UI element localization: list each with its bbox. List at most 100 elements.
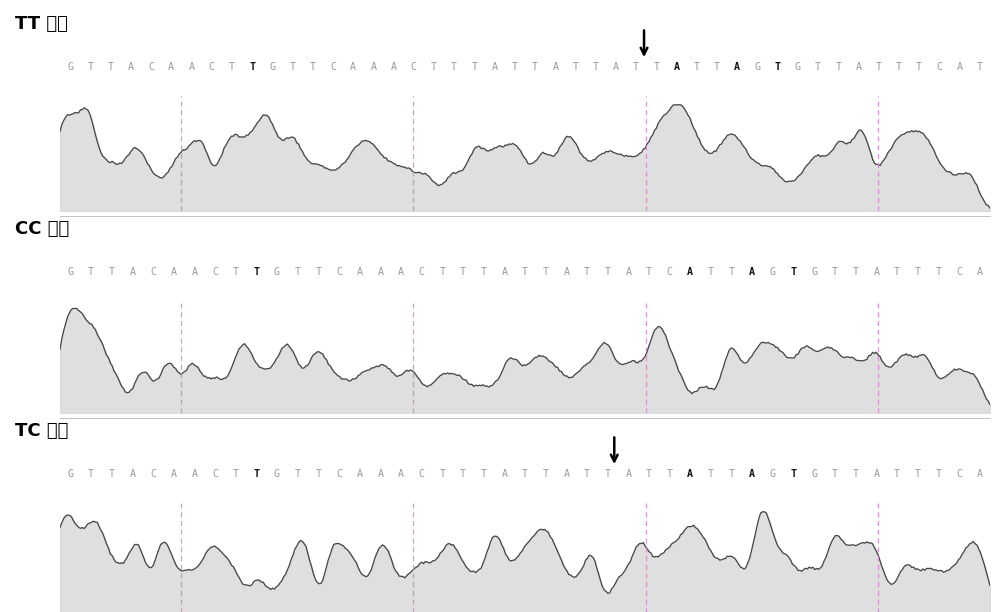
Text: T: T xyxy=(522,469,528,479)
Text: T: T xyxy=(708,267,714,277)
Text: T: T xyxy=(653,62,659,72)
Text: A: A xyxy=(625,267,631,277)
Text: T: T xyxy=(460,469,466,479)
Text: T: T xyxy=(315,469,321,479)
Text: A: A xyxy=(552,62,558,72)
Text: T: T xyxy=(108,62,114,72)
Text: T: T xyxy=(593,62,599,72)
Text: A: A xyxy=(350,62,356,72)
Text: T: T xyxy=(290,62,296,72)
Text: C: C xyxy=(411,62,417,72)
Text: G: G xyxy=(269,62,275,72)
Text: CC 型：: CC 型： xyxy=(15,220,69,238)
Text: C: C xyxy=(212,267,218,277)
Text: A: A xyxy=(873,267,879,277)
Text: A: A xyxy=(856,62,862,72)
Text: A: A xyxy=(674,62,680,72)
Text: A: A xyxy=(377,469,383,479)
Text: A: A xyxy=(563,469,569,479)
Text: A: A xyxy=(128,62,134,72)
Text: G: G xyxy=(67,267,73,277)
Text: T: T xyxy=(88,267,94,277)
Text: T: T xyxy=(543,469,549,479)
Text: C: C xyxy=(330,62,336,72)
Text: G: G xyxy=(811,267,817,277)
Text: A: A xyxy=(501,267,507,277)
Text: T: T xyxy=(87,62,93,72)
Text: A: A xyxy=(171,267,177,277)
Text: G: G xyxy=(770,267,776,277)
Text: A: A xyxy=(357,469,363,479)
Text: C: C xyxy=(956,469,962,479)
Text: C: C xyxy=(212,469,218,479)
Text: T: T xyxy=(481,267,487,277)
Text: T: T xyxy=(451,62,457,72)
Text: C: C xyxy=(419,469,425,479)
Text: A: A xyxy=(377,267,383,277)
Text: T: T xyxy=(894,469,900,479)
Text: T: T xyxy=(315,267,321,277)
Text: A: A xyxy=(398,267,404,277)
Text: A: A xyxy=(977,469,983,479)
Text: C: C xyxy=(336,267,342,277)
Text: C: C xyxy=(148,62,154,72)
Text: T: T xyxy=(471,62,477,72)
Text: C: C xyxy=(936,62,942,72)
Text: A: A xyxy=(129,267,135,277)
Text: T: T xyxy=(233,469,239,479)
Text: T: T xyxy=(832,267,838,277)
Text: A: A xyxy=(687,469,693,479)
Text: T: T xyxy=(935,469,941,479)
Text: C: C xyxy=(336,469,342,479)
Text: T: T xyxy=(605,267,611,277)
Text: T: T xyxy=(815,62,821,72)
Text: A: A xyxy=(168,62,174,72)
Text: A: A xyxy=(188,62,194,72)
Text: T: T xyxy=(439,469,445,479)
Text: A: A xyxy=(625,469,631,479)
Text: T: T xyxy=(439,267,445,277)
Text: A: A xyxy=(391,62,397,72)
Text: T: T xyxy=(714,62,720,72)
Text: T: T xyxy=(512,62,518,72)
Text: T: T xyxy=(109,469,115,479)
Text: T: T xyxy=(935,267,941,277)
Text: A: A xyxy=(957,62,963,72)
Text: G: G xyxy=(770,469,776,479)
Text: C: C xyxy=(419,267,425,277)
Text: T: T xyxy=(694,62,700,72)
Text: G: G xyxy=(811,469,817,479)
Text: T: T xyxy=(832,469,838,479)
Text: T: T xyxy=(522,267,528,277)
Text: A: A xyxy=(357,267,363,277)
Text: C: C xyxy=(667,267,673,277)
Text: T: T xyxy=(894,267,900,277)
Text: T: T xyxy=(605,469,611,479)
Text: T: T xyxy=(295,469,301,479)
Text: T: T xyxy=(253,267,259,277)
Text: T: T xyxy=(310,62,316,72)
Text: T: T xyxy=(481,469,487,479)
Text: A: A xyxy=(398,469,404,479)
Text: C: C xyxy=(150,469,156,479)
Text: A: A xyxy=(129,469,135,479)
Text: G: G xyxy=(274,267,280,277)
Text: T: T xyxy=(915,267,921,277)
Text: A: A xyxy=(687,267,693,277)
Text: T: T xyxy=(584,469,590,479)
Text: A: A xyxy=(492,62,498,72)
Text: T: T xyxy=(253,469,259,479)
Text: T: T xyxy=(573,62,579,72)
Text: T: T xyxy=(775,62,781,72)
Text: T: T xyxy=(109,267,115,277)
Text: TT 型：: TT 型： xyxy=(15,15,68,33)
Text: T: T xyxy=(584,267,590,277)
Text: A: A xyxy=(191,469,197,479)
Text: T: T xyxy=(853,469,859,479)
Text: T: T xyxy=(88,469,94,479)
Text: G: G xyxy=(67,62,73,72)
Text: T: T xyxy=(543,267,549,277)
Text: T: T xyxy=(876,62,882,72)
Text: T: T xyxy=(896,62,902,72)
Text: T: T xyxy=(431,62,437,72)
